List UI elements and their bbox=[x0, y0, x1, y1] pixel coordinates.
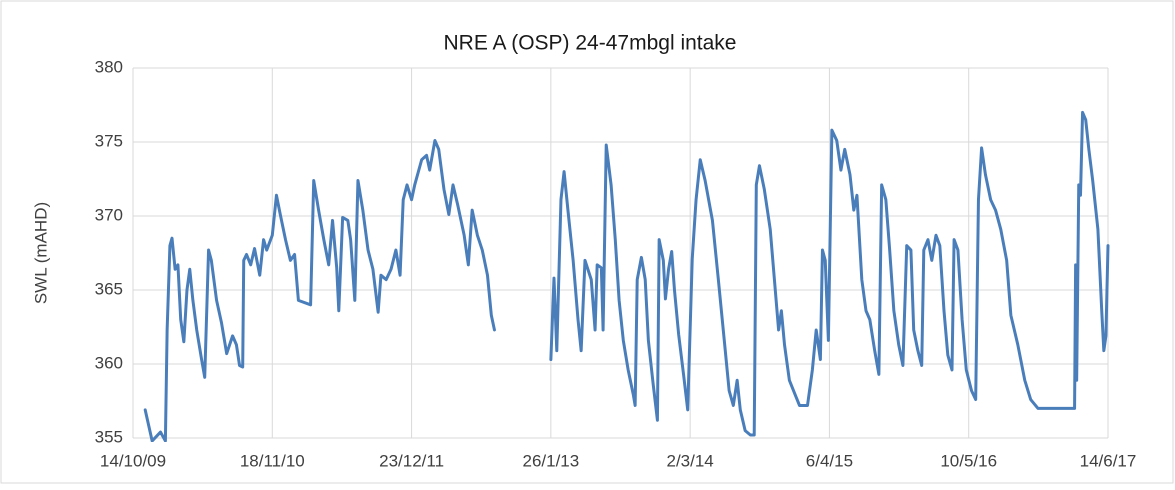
data-line bbox=[143, 110, 1110, 442]
ticks: 355 360 365 370 375 380 14/10/09 18/11/10 23/12/… bbox=[95, 57, 1137, 470]
y-tick-label: 365 bbox=[95, 279, 123, 298]
x-tick-label: 26/1/13 bbox=[522, 451, 579, 470]
x-tick-label: 14/10/09 bbox=[100, 451, 166, 470]
x-tick-label: 6/4/15 bbox=[806, 451, 853, 470]
plot-area bbox=[143, 110, 1110, 442]
chart-title: NRE A (OSP) 24-47mbgl intake bbox=[444, 32, 737, 55]
y-tick-label: 355 bbox=[95, 427, 123, 446]
y-tick-label: 375 bbox=[95, 131, 123, 150]
x-tick-label: 23/12/11 bbox=[379, 451, 444, 470]
y-tick-label: 380 bbox=[95, 57, 123, 76]
y-tick-label: 370 bbox=[95, 205, 123, 224]
x-tick-label: 2/3/14 bbox=[667, 451, 714, 470]
y-axis-title: SWL (mAHD) bbox=[31, 202, 50, 304]
x-tick-label: 14/6/17 bbox=[1080, 451, 1137, 470]
x-tick-label: 10/5/16 bbox=[940, 451, 997, 470]
x-tick-label: 18/11/10 bbox=[240, 451, 305, 470]
y-tick-label: 360 bbox=[95, 353, 123, 372]
